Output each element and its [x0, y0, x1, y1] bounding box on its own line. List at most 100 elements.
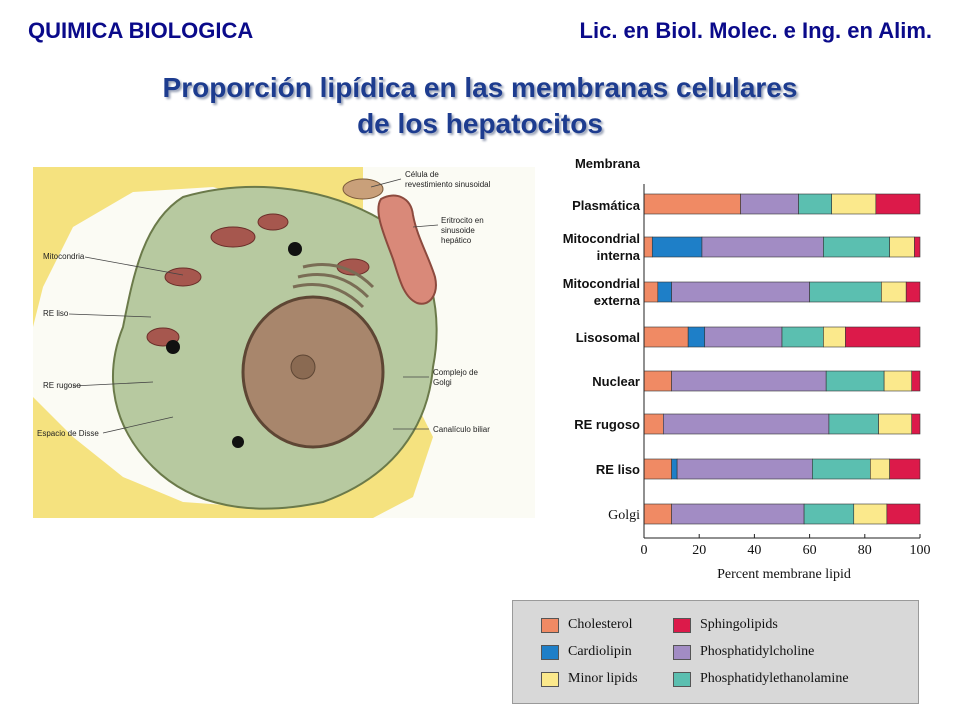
bar-segment: [823, 326, 846, 348]
bar-segment: [740, 193, 799, 215]
slide-title: Proporción lipídica en las membranas cel…: [0, 70, 960, 142]
bar-segment: [911, 413, 921, 435]
x-tick-label: 0: [641, 543, 648, 558]
legend-item: Minor lipids: [541, 669, 638, 689]
bar-segment: [831, 193, 877, 215]
legend-swatch: [673, 617, 691, 633]
bar-segment: [643, 370, 672, 392]
category-label: externa: [594, 293, 641, 308]
chart-legend: Cholesterol Sphingolipids Cardiolipin Phosp…: [512, 600, 919, 704]
legend-label: Cardiolipin: [568, 644, 632, 659]
program-title: Lic. en Biol. Molec. e Ing. en Alim.: [579, 18, 932, 43]
hepatocyte-illustration: Mitocondria RE liso RE rugoso Espacio de…: [33, 167, 535, 518]
bar-segment: [643, 281, 659, 303]
slide-title-line1: Proporción lipídica en las membranas cel…: [162, 72, 798, 103]
bar-segment: [889, 236, 915, 258]
legend-label: Minor lipids: [568, 671, 638, 686]
lipid-composition-chart: Membrana Plasmática Mitocondrial interna Mit…: [563, 156, 931, 582]
label-golgi-1: Complejo de: [433, 368, 478, 377]
bar-segment: [828, 413, 879, 435]
bar-segment: [914, 236, 921, 258]
bar-segment: [687, 326, 706, 348]
bar-segment: [643, 413, 664, 435]
category-label: Lisosomal: [576, 330, 640, 345]
x-tick-label: 60: [803, 543, 817, 558]
sinusoid-region: [33, 167, 363, 327]
bar-segment: [845, 326, 921, 348]
legend-item: Phosphatidylethanolamine: [673, 669, 849, 689]
label-eritrocito-2: sinusoide: [441, 226, 475, 235]
bar-segment: [671, 370, 827, 392]
bar-segment: [812, 458, 871, 480]
leader-lines: [68, 178, 439, 434]
bar-segment: [671, 503, 805, 525]
category-label: Mitocondrial: [563, 276, 640, 291]
legend-item: Sphingolipids: [673, 615, 778, 635]
label-re-liso: RE liso: [43, 309, 69, 318]
category-label: RE liso: [596, 462, 640, 477]
x-tick-label: 40: [747, 543, 761, 558]
bar-segment: [803, 503, 855, 525]
bar-segment: [643, 458, 672, 480]
lining-cell-shape: [342, 178, 384, 200]
label-celula-rev-2: revestimiento sinusoidal: [405, 180, 491, 189]
label-re-rugoso: RE rugoso: [43, 381, 81, 390]
legend-swatch: [673, 644, 691, 660]
legend-swatch: [541, 644, 559, 660]
bar-segment: [883, 370, 913, 392]
granule-shape: [232, 436, 244, 448]
bar-segment: [701, 236, 824, 258]
slide-title-line2: de los hepatocitos: [357, 108, 603, 139]
legend-label: Sphingolipids: [700, 617, 778, 632]
category-label: Plasmática: [572, 198, 641, 213]
x-axis-label: Percent membrane lipid: [717, 567, 851, 582]
bar-segment: [881, 281, 907, 303]
bar-segment: [870, 458, 890, 480]
rough-er-shape: [292, 263, 375, 309]
bar-segment: [676, 458, 813, 480]
legend-label: Phosphatidylcholine: [700, 644, 815, 659]
x-tick-label: 80: [858, 543, 872, 558]
erythrocyte-shape: [377, 194, 437, 305]
bar-segment: [643, 503, 672, 525]
bar-segment: [853, 503, 888, 525]
category-label: Nuclear: [592, 374, 640, 389]
nucleolus-shape: [290, 354, 316, 380]
label-eritrocito-1: Eritrocito en: [441, 216, 484, 225]
granule-shape: [288, 242, 302, 256]
mitochondrion-shape: [257, 213, 289, 231]
bar-segment: [798, 193, 832, 215]
bar-segment: [671, 281, 810, 303]
bar-segment: [875, 193, 921, 215]
legend-swatch: [541, 671, 559, 687]
bar-segment: [671, 458, 678, 480]
bar-segment: [886, 503, 921, 525]
label-golgi-2: Golgi: [433, 378, 452, 387]
bar-segment: [781, 326, 824, 348]
label-celula-rev-1: Célula de: [405, 170, 439, 179]
legend-label: Cholesterol: [568, 617, 633, 632]
bar-segment: [825, 370, 885, 392]
category-label: Membrana: [575, 156, 641, 171]
mitochondrion-shape: [164, 267, 202, 287]
bar-segment: [643, 193, 741, 215]
x-tick-label: 100: [910, 543, 931, 558]
label-espacio-disse: Espacio de Disse: [37, 429, 99, 438]
legend-label: Phosphatidylethanolamine: [700, 671, 849, 686]
x-tick-label: 20: [692, 543, 706, 558]
x-axis: 0 20 40 60 80 100: [641, 184, 931, 558]
bar-segment: [809, 281, 882, 303]
bar-segment: [905, 281, 921, 303]
legend-swatch: [541, 617, 559, 633]
category-labels: Membrana Plasmática Mitocondrial interna Mit…: [563, 156, 641, 523]
bar-segment: [704, 326, 783, 348]
category-label: Golgi: [608, 508, 640, 523]
granule-shape: [166, 340, 180, 354]
bar-segment: [889, 458, 921, 480]
mitochondrion-shape: [210, 226, 256, 248]
legend-swatch: [673, 671, 691, 687]
bar-segment: [651, 236, 703, 258]
bar-segment: [657, 281, 672, 303]
legend-item: Phosphatidylcholine: [673, 642, 814, 662]
label-eritrocito-3: hepático: [441, 236, 472, 245]
